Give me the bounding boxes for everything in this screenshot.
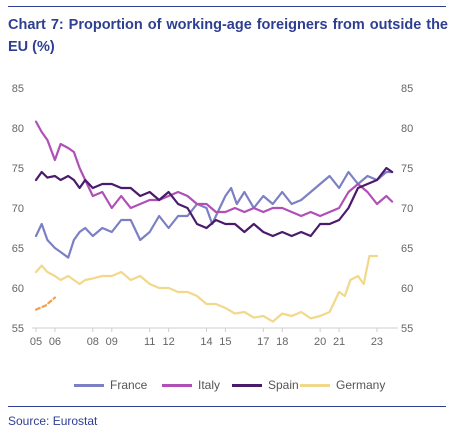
x-tick-label: 20: [314, 336, 326, 348]
legend-label-france: France: [110, 378, 148, 392]
x-tick-label: 18: [276, 336, 288, 348]
y-ticks-left: 55 60 65 70 75 80 85: [12, 83, 24, 335]
y-tick-label-right: 55: [401, 323, 413, 335]
legend-item-germany: Germany: [300, 376, 385, 394]
x-ticks: 05 06 08 09 11 12 14 15 17 18 20 21 23: [30, 328, 383, 348]
legend-item-france: France: [74, 376, 147, 394]
x-tick-label: 09: [106, 336, 118, 348]
y-tick-label-right: 75: [401, 163, 413, 175]
y-tick-label-right: 80: [401, 123, 413, 135]
y-tick-label-right: 60: [401, 283, 413, 295]
line-chart: 55 60 65 70 75 80 85 55 60 65 70 75 80 85 05 06 08 09 11…: [12, 83, 414, 348]
legend-label-germany: Germany: [336, 378, 386, 392]
source-note: Source: Eurostat: [8, 414, 98, 428]
legend-swatch-france: [74, 383, 104, 387]
x-tick-label: 05: [30, 336, 42, 348]
series-line-germany: [34, 254, 379, 323]
legend-label-italy: Italy: [198, 378, 221, 392]
legend: France Italy Spain Germany: [0, 376, 454, 394]
x-tick-label: 23: [371, 336, 383, 348]
series-line-dashed: [34, 296, 56, 311]
y-tick-label-left: 55: [12, 323, 24, 335]
y-tick-label-right: 70: [401, 203, 413, 215]
x-tick-label: 12: [162, 336, 174, 348]
legend-label-spain: Spain: [268, 378, 299, 392]
series-lines: [34, 120, 394, 323]
y-tick-label-right: 65: [401, 243, 413, 255]
chart-title: Chart 7: Proportion of working-age forei…: [8, 17, 448, 55]
legend-swatch-italy: [162, 383, 192, 387]
y-tick-label-left: 80: [12, 123, 24, 135]
y-tick-label-left: 75: [12, 163, 24, 175]
series-line-italy: [34, 120, 394, 218]
x-tick-label: 17: [257, 336, 269, 348]
top-rule: [8, 6, 446, 7]
bottom-rule: [8, 406, 446, 407]
y-ticks-right: 55 60 65 70 75 80 85: [401, 83, 413, 335]
x-tick-label: 14: [200, 336, 212, 348]
y-tick-label-left: 85: [12, 83, 24, 95]
series-line-france: [34, 170, 394, 259]
x-tick-label: 06: [49, 336, 61, 348]
legend-item-spain: Spain: [232, 376, 299, 394]
x-tick-label: 21: [333, 336, 345, 348]
y-tick-label-left: 65: [12, 243, 24, 255]
x-tick-label: 11: [144, 336, 155, 348]
series-line-spain: [34, 166, 394, 238]
y-tick-label-right: 85: [401, 83, 413, 95]
y-tick-label-left: 70: [12, 203, 24, 215]
y-tick-label-left: 60: [12, 283, 24, 295]
x-tick-label: 15: [219, 336, 231, 348]
x-tick-label: 08: [87, 336, 99, 348]
legend-swatch-germany: [300, 383, 330, 387]
legend-item-italy: Italy: [162, 376, 220, 394]
legend-swatch-spain: [232, 383, 262, 387]
